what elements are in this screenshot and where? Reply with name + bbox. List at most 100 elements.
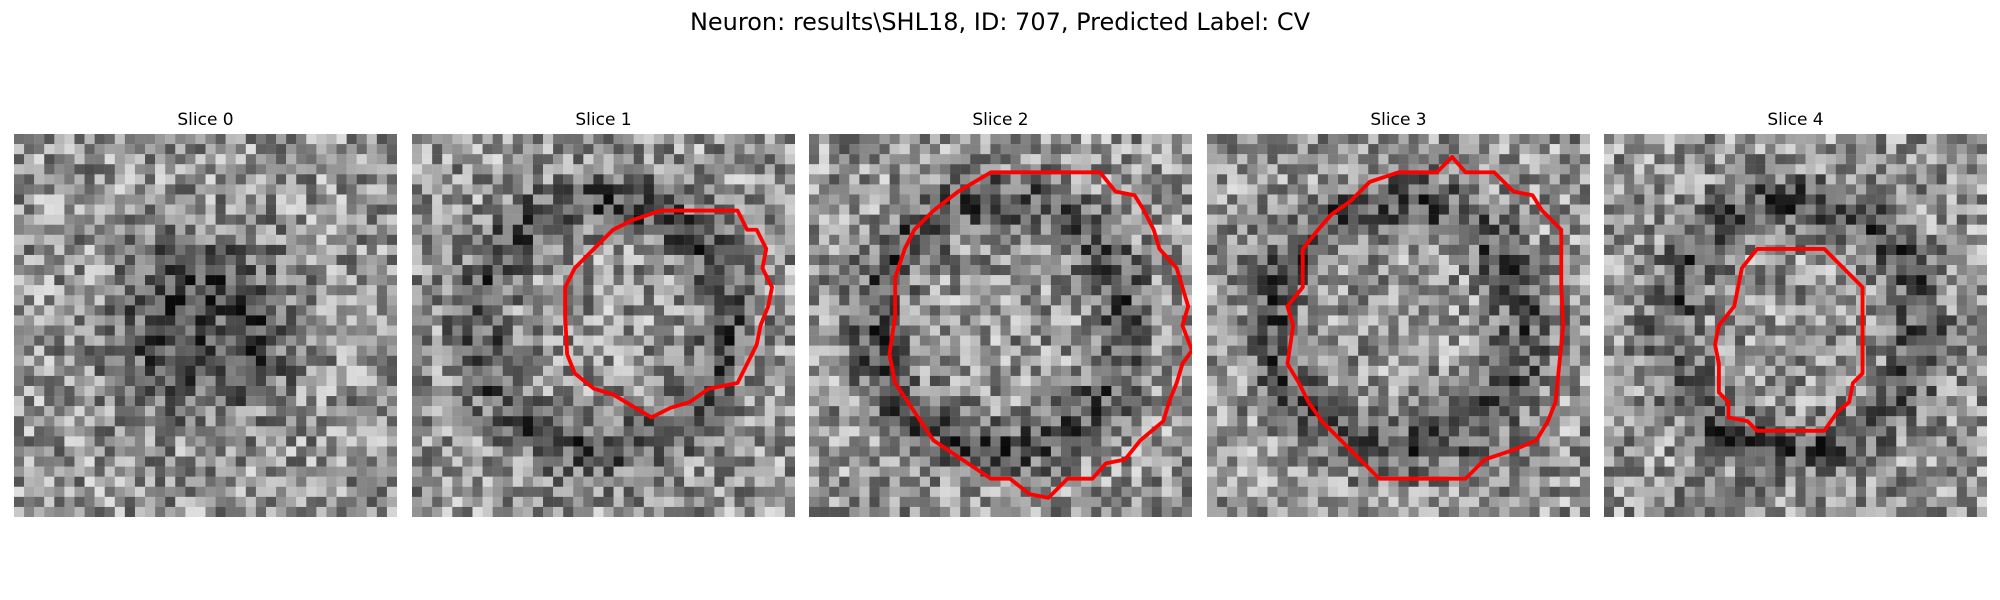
pixel-cell — [1358, 224, 1369, 235]
pixel-cell — [442, 315, 453, 326]
pixel-cell — [235, 164, 247, 175]
pixel-cell — [452, 174, 463, 185]
pixel-cell — [960, 385, 971, 397]
pixel-cell — [919, 396, 931, 407]
pixel-cell — [1171, 426, 1183, 437]
pixel-cell — [336, 466, 347, 477]
pixel-cell — [1378, 244, 1389, 256]
pixel-cell — [1458, 285, 1470, 296]
pixel-cell — [422, 224, 433, 235]
pixel-cell — [24, 365, 35, 377]
pixel-cell — [879, 486, 890, 498]
pixel-cell — [175, 214, 186, 225]
pixel-cell — [492, 144, 503, 155]
pixel-cell — [14, 275, 25, 286]
pixel-cell — [336, 295, 347, 306]
pixel-cell — [899, 214, 910, 225]
pixel-cell — [452, 385, 463, 397]
pixel-cell — [442, 325, 453, 336]
pixel-cell — [276, 275, 287, 286]
pixel-cell — [306, 476, 317, 487]
pixel-cell — [532, 265, 544, 276]
pixel-cell — [165, 436, 176, 447]
pixel-cell — [195, 174, 206, 185]
pixel-cell — [205, 204, 216, 215]
pixel-cell — [1438, 144, 1450, 155]
pixel-cell — [1081, 335, 1092, 346]
pixel-cell — [356, 436, 367, 447]
pixel-cell — [265, 406, 277, 417]
pixel-cell — [245, 134, 257, 145]
pixel-cell — [346, 305, 357, 316]
pixel-cell — [1071, 244, 1082, 256]
pixel-cell — [1277, 275, 1288, 286]
slice-title: Slice 3 — [1370, 110, 1427, 130]
pixel-cell — [34, 174, 45, 185]
pixel-cell — [674, 305, 685, 316]
pixel-cell — [603, 416, 614, 427]
pixel-cell — [376, 244, 388, 256]
pixel-cell — [919, 224, 931, 235]
pixel-cell — [553, 315, 564, 326]
pixel-cell — [1257, 184, 1268, 195]
pixel-cell — [442, 476, 453, 487]
pixel-cell — [84, 244, 95, 256]
pixel-cell — [366, 244, 378, 256]
pixel-cell — [553, 436, 564, 447]
pixel-cell — [155, 426, 166, 437]
pixel-cell — [1327, 174, 1339, 185]
pixel-cell — [175, 234, 186, 246]
pixel-cell — [603, 436, 614, 447]
pixel-cell — [613, 325, 624, 336]
pixel-cell — [1091, 456, 1102, 467]
pixel-cell — [225, 446, 236, 457]
pixel-cell — [1569, 204, 1581, 215]
pixel-cell — [1217, 214, 1228, 225]
pixel-cell — [1181, 154, 1192, 165]
pixel-cell — [990, 144, 1001, 155]
pixel-cell — [1529, 164, 1540, 175]
pixel-cell — [276, 426, 287, 437]
pixel-cell — [462, 204, 473, 215]
pixel-cell — [1010, 375, 1021, 387]
pixel-cell — [54, 375, 65, 387]
pixel-cell — [316, 315, 327, 326]
pixel-cell — [205, 416, 216, 427]
pixel-cell — [114, 406, 126, 417]
pixel-cell — [1171, 345, 1183, 356]
pixel-cell — [24, 204, 35, 215]
pixel-cell — [1297, 224, 1308, 235]
pixel-cell — [1010, 234, 1021, 246]
pixel-cell — [734, 254, 745, 266]
pixel-cell — [879, 305, 890, 316]
pixel-cell — [442, 385, 453, 397]
slice-title: Slice 1 — [575, 110, 632, 130]
pixel-cell — [899, 234, 910, 246]
pixel-cell — [633, 275, 645, 286]
pixel-cell — [1071, 355, 1082, 367]
pixel-cell — [1040, 144, 1052, 155]
pixel-cell — [422, 406, 433, 417]
pixel-cell — [336, 385, 347, 397]
pixel-cell — [643, 476, 655, 487]
pixel-cell — [889, 134, 900, 145]
pixel-cell — [532, 184, 544, 195]
pixel-cell — [1081, 275, 1092, 286]
pixel-cell — [990, 416, 1001, 427]
pixel-cell — [819, 325, 830, 336]
pixel-cell — [432, 275, 443, 286]
pixel-cell — [346, 174, 357, 185]
pixel-cell — [356, 305, 367, 316]
pixel-cell — [1408, 174, 1419, 185]
pixel-cell — [1549, 214, 1560, 225]
pixel-cell — [694, 416, 705, 427]
pixel-cell — [694, 446, 705, 457]
pixel-cell — [1529, 254, 1540, 266]
pixel-cell — [1141, 396, 1152, 407]
pixel-cell — [1509, 164, 1520, 175]
pixel-cell — [452, 144, 463, 155]
pixel-cell — [734, 214, 745, 225]
pixel-cell — [553, 385, 564, 397]
pixel-cell — [326, 456, 337, 467]
pixel-cell — [1559, 295, 1571, 306]
